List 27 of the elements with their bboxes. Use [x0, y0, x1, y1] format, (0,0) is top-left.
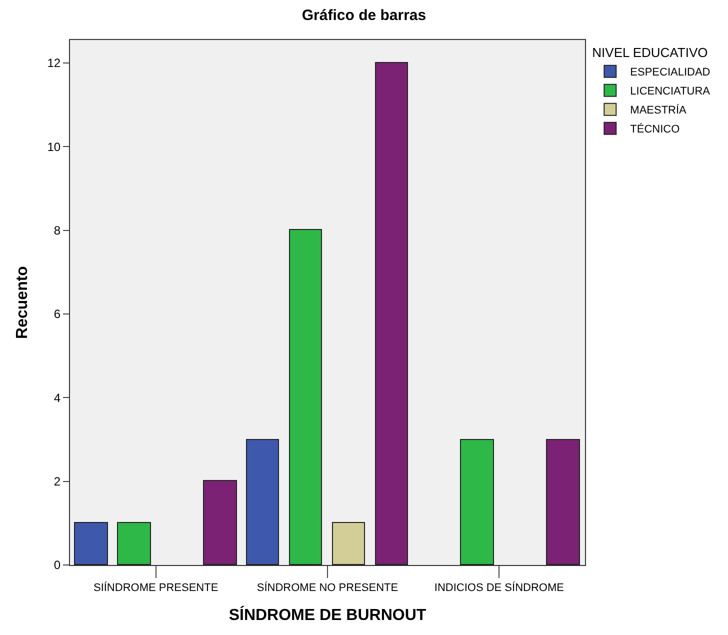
- x-tick-label: SIÍNDROME PRESENTE: [93, 581, 218, 594]
- y-axis-title: Recuento: [14, 266, 32, 339]
- bar: [203, 480, 237, 565]
- bar: [246, 439, 279, 565]
- chart-title: Gráfico de barras: [302, 7, 426, 24]
- x-tick-label: SÍNDROME NO PRESENTE: [256, 581, 398, 594]
- bar: [460, 439, 494, 565]
- bar: [375, 62, 408, 565]
- y-tick-label: 6: [54, 307, 61, 322]
- legend-title: NIVEL EDUCATIVO: [592, 44, 708, 60]
- y-tick-label: 12: [47, 56, 61, 70]
- bar: [117, 522, 151, 565]
- y-tick-label: 8: [54, 224, 61, 238]
- x-tick-label: INDICIOS DE SÍNDROME: [434, 581, 564, 594]
- legend-label: TÉCNICO: [630, 122, 680, 136]
- y-tick-label: 10: [47, 140, 61, 154]
- x-axis-title: SÍNDROME DE BURNOUT: [228, 604, 426, 624]
- bar: [546, 439, 580, 565]
- y-tick-label: 0: [54, 558, 61, 572]
- legend-label: ESPECIALIDAD: [630, 66, 710, 79]
- bar: [74, 522, 108, 565]
- legend-label: LICENCIATURA: [630, 86, 711, 98]
- bar: [289, 229, 322, 565]
- y-tick-label: 4: [54, 390, 61, 405]
- y-tick-label: 2: [54, 474, 61, 489]
- bar: [332, 522, 365, 565]
- legend-label: MAESTRÍA: [630, 104, 688, 117]
